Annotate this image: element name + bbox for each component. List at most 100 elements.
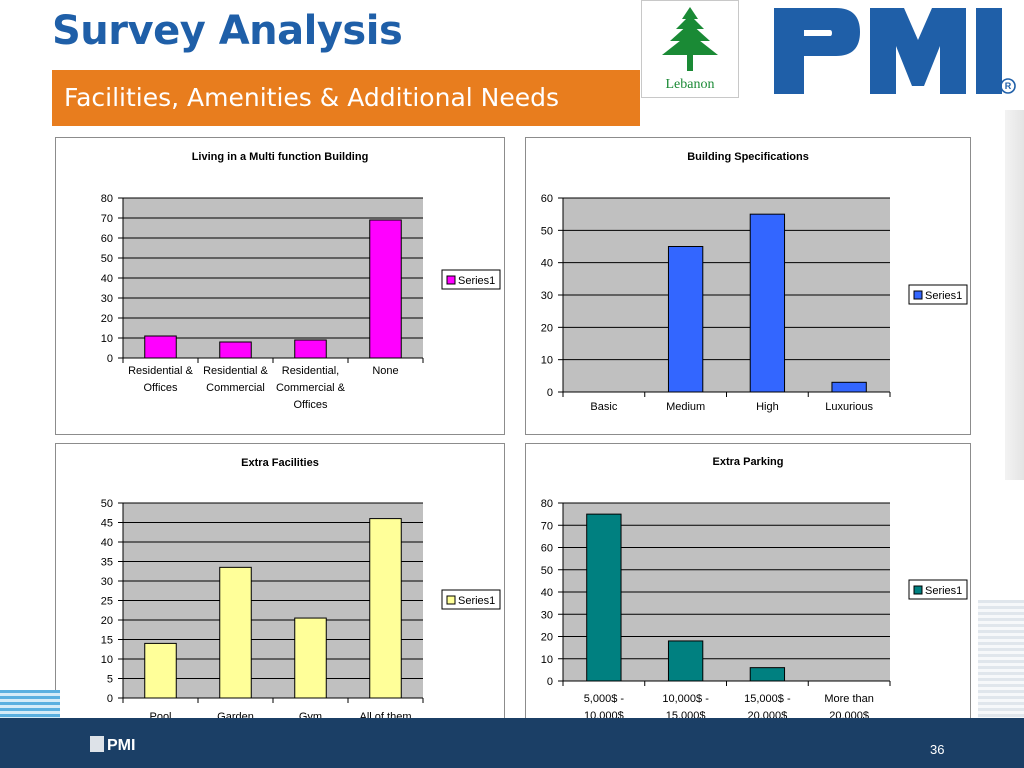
legend-swatch	[446, 275, 456, 285]
y-tick-label: 25	[101, 596, 113, 608]
category-label: None	[372, 365, 398, 377]
y-tick-label: 20	[101, 313, 113, 325]
chart-extra-facilities: Extra Facilities 0 5 10 15 20 25 30 35 40 45 50 Pool…	[55, 443, 505, 739]
legend-swatch	[446, 595, 456, 605]
legend-swatch	[913, 290, 923, 300]
pmi-logo: R	[744, 0, 1020, 105]
y-tick-label: 0	[547, 676, 553, 688]
chart-extra-parking-svg: Extra Parking 0 10 20 30 40 50 60 70 80 5,000$ - 10…	[541, 456, 968, 722]
y-tick-label: 0	[107, 353, 113, 365]
category-label: Medium	[666, 401, 705, 413]
y-tick-label: 35	[101, 557, 113, 569]
chart-title: Living in a Multi function Building	[192, 151, 369, 163]
category-label: Commercial	[206, 382, 265, 394]
y-tick-label: 60	[101, 233, 113, 245]
category-label: Residential,	[282, 365, 339, 377]
y-tick-label: 60	[541, 193, 553, 205]
y-tick-label: 10	[101, 654, 113, 666]
bar-3	[749, 213, 786, 393]
chart-extra-facilities-svg: Extra Facilities05101520253035404550Pool…	[101, 457, 501, 723]
lebanon-cedar-logo: Lebanon	[641, 0, 739, 98]
decor-band-right	[978, 600, 1024, 730]
category-label: Residential &	[203, 365, 268, 377]
category-label: 5,000$ -	[584, 693, 625, 705]
logo-caption: Lebanon	[665, 77, 715, 92]
y-tick-label: 50	[101, 498, 113, 510]
y-tick-label: 80	[541, 498, 553, 510]
y-tick-label: 50	[101, 253, 113, 265]
category-label: High	[756, 401, 779, 413]
y-tick-label: 40	[101, 273, 113, 285]
footer-pmi-logo: PMI	[90, 734, 170, 759]
legend-swatch	[913, 585, 923, 595]
y-tick-label: 0	[547, 387, 553, 399]
slide-title: Survey Analysis	[52, 8, 403, 54]
y-tick-label: 50	[541, 225, 553, 237]
legend-box	[908, 284, 968, 305]
decor-stripe-right	[1005, 110, 1024, 480]
bar-3	[294, 339, 327, 359]
category-label: More than	[824, 693, 874, 705]
category-label: Offices	[293, 399, 328, 411]
y-tick-label: 10	[101, 333, 113, 345]
bar-2	[667, 246, 704, 393]
svg-text:PMI: PMI	[107, 737, 135, 754]
y-tick-label: 30	[101, 576, 113, 588]
y-tick-label: 30	[541, 609, 553, 621]
category-label: Commercial &	[276, 382, 346, 394]
category-label: Luxurious	[825, 401, 873, 413]
y-tick-label: 20	[541, 322, 553, 334]
y-tick-label: 0	[107, 693, 113, 705]
chart-title: Building Specifications	[687, 151, 809, 163]
chart-multi-function: Living in a Multi function Building 0 10 20…	[55, 137, 505, 435]
y-tick-label: 80	[101, 193, 113, 205]
category-label: Basic	[590, 401, 617, 413]
legend-label: Series1	[458, 595, 495, 607]
legend-label: Series1	[458, 275, 495, 287]
y-tick-label: 10	[541, 355, 553, 367]
category-label: Residential &	[128, 365, 193, 377]
bar-3	[294, 617, 327, 699]
bar-2	[219, 341, 252, 359]
y-tick-label: 20	[101, 615, 113, 627]
y-tick-label: 60	[541, 543, 553, 555]
bar-4	[831, 381, 867, 393]
y-tick-label: 30	[541, 290, 553, 302]
category-label: Offices	[143, 382, 178, 394]
svg-text:R: R	[1005, 81, 1012, 91]
bar-1	[144, 642, 177, 699]
legend-box	[908, 579, 968, 600]
y-tick-label: 70	[541, 520, 553, 532]
chart-building-specs-svg: Building Specifications 0 10 20 30 40 50 60 Basi…	[541, 151, 968, 413]
legend-label: Series1	[925, 290, 962, 302]
y-tick-label: 15	[101, 635, 113, 647]
bar-1	[144, 335, 177, 359]
chart-title: Extra Facilities	[241, 457, 319, 469]
bar-2	[219, 566, 252, 699]
category-label: 10,000$ -	[662, 693, 709, 705]
chart-extra-parking: Extra Parking 0 10 20 30 40 50 60 70 80 5,000$ - 10…	[525, 443, 971, 739]
y-tick-label: 45	[101, 518, 113, 530]
chart-building-specs: Building Specifications 0 10 20 30 40 50 60 Basi…	[525, 137, 971, 435]
bar-4	[369, 518, 402, 699]
y-tick-label: 40	[541, 258, 553, 270]
bar-1	[586, 513, 622, 682]
chart-title: Extra Parking	[713, 456, 784, 468]
legend-box	[441, 589, 501, 610]
slide-subtitle: Facilities, Amenities & Additional Needs	[52, 70, 640, 126]
legend-box	[441, 269, 501, 290]
y-tick-label: 70	[101, 213, 113, 225]
legend-label: Series1	[925, 585, 962, 597]
bar-3	[749, 667, 786, 682]
bar-4	[369, 219, 402, 359]
y-tick-label: 40	[541, 587, 553, 599]
y-tick-label: 40	[101, 537, 113, 549]
cedar-tree-icon	[662, 7, 718, 71]
y-tick-label: 10	[541, 654, 553, 666]
chart-multi-function-svg: Living in a Multi function Building 0 10 20…	[101, 151, 501, 411]
y-tick-label: 5	[107, 674, 113, 686]
y-tick-label: 30	[101, 293, 113, 305]
y-tick-label: 20	[541, 632, 553, 644]
footer-bar	[0, 718, 1024, 768]
bar-2	[667, 640, 704, 682]
